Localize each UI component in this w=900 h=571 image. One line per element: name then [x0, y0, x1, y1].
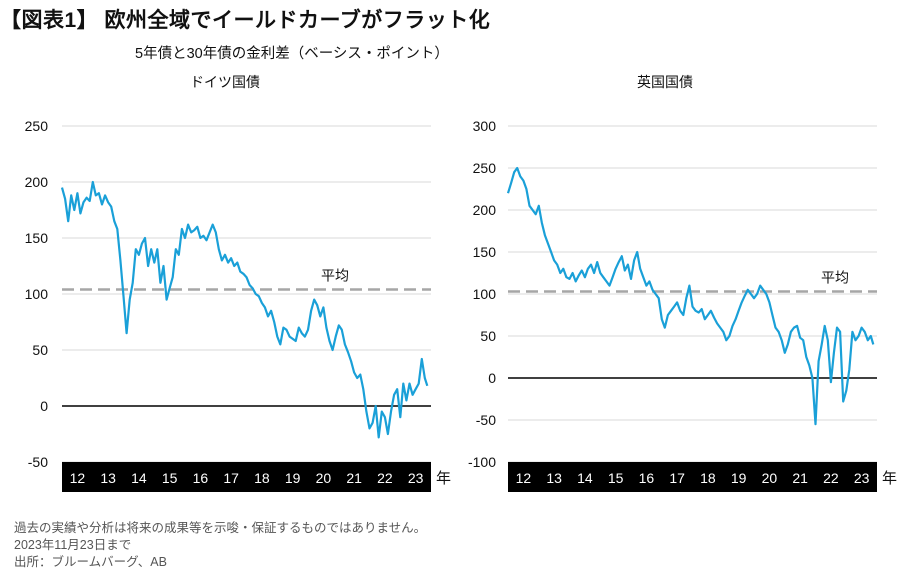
x-tick-label: 23 — [408, 470, 424, 486]
x-tick-label: 15 — [162, 470, 178, 486]
chart-title: 英国国債 — [637, 74, 693, 90]
x-tick-label: 16 — [639, 470, 655, 486]
x-unit-label: 年 — [882, 470, 897, 487]
x-tick-label: 17 — [223, 470, 239, 486]
x-axis-band — [62, 462, 431, 492]
y-tick-label: 200 — [25, 174, 49, 190]
x-tick-label: 21 — [792, 470, 808, 486]
x-tick-label: 16 — [193, 470, 209, 486]
x-tick-label: 14 — [131, 470, 147, 486]
y-tick-label: 300 — [473, 118, 497, 134]
y-tick-label: 250 — [473, 160, 497, 176]
x-tick-label: 15 — [608, 470, 624, 486]
x-tick-label: 14 — [577, 470, 593, 486]
x-tick-label: 12 — [70, 470, 86, 486]
chart-title: ドイツ国債 — [190, 74, 260, 90]
footnote-date: 2023年11月23日まで — [14, 538, 132, 552]
x-tick-label: 22 — [823, 470, 839, 486]
x-tick-label: 20 — [762, 470, 778, 486]
footnote-disclaimer: 過去の実績や分析は将来の成果等を示唆・保証するものではありません。 — [14, 521, 427, 535]
average-label: 平均 — [821, 269, 849, 285]
x-tick-label: 19 — [731, 470, 747, 486]
x-tick-label: 13 — [546, 470, 562, 486]
y-tick-label: 0 — [488, 370, 496, 386]
y-tick-label: 100 — [25, 286, 49, 302]
y-tick-label: 250 — [25, 118, 49, 134]
y-tick-label: 50 — [480, 328, 496, 344]
y-tick-label: 0 — [40, 398, 48, 414]
series-line — [506, 166, 875, 426]
y-tick-label: -50 — [476, 412, 496, 428]
x-tick-label: 17 — [669, 470, 685, 486]
y-tick-label: 50 — [32, 342, 48, 358]
x-tick-label: 20 — [316, 470, 332, 486]
y-tick-label: 200 — [473, 202, 497, 218]
y-tick-label: -50 — [28, 454, 48, 470]
footnote-source: 出所：ブルームバーグ、AB — [14, 555, 167, 569]
y-tick-label: 150 — [25, 230, 49, 246]
x-tick-label: 13 — [100, 470, 116, 486]
figure-title: 【図表1】 欧州全域でイールドカーブがフラット化 — [0, 9, 491, 32]
x-tick-label: 19 — [285, 470, 301, 486]
average-label: 平均 — [321, 268, 349, 284]
x-tick-label: 12 — [516, 470, 532, 486]
y-tick-label: -100 — [468, 454, 496, 470]
x-tick-label: 23 — [854, 470, 870, 486]
x-tick-label: 22 — [377, 470, 393, 486]
y-tick-label: 100 — [473, 286, 497, 302]
series-line — [60, 180, 429, 439]
x-tick-label: 21 — [346, 470, 362, 486]
figure-subtitle: 5年債と30年債の金利差（ベーシス・ポイント） — [135, 46, 449, 62]
x-unit-label: 年 — [436, 470, 451, 487]
x-axis-band — [508, 462, 877, 492]
x-tick-label: 18 — [254, 470, 270, 486]
x-tick-label: 18 — [700, 470, 716, 486]
y-tick-label: 150 — [473, 244, 497, 260]
